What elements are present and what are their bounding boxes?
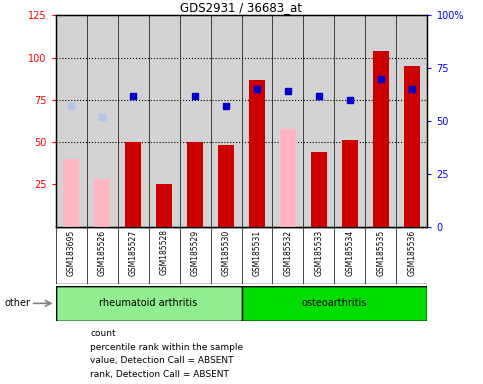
Bar: [404, 66, 420, 227]
Text: GSM185528: GSM185528: [159, 230, 169, 275]
Text: rank, Detection Call = ABSENT: rank, Detection Call = ABSENT: [90, 369, 229, 379]
Text: rheumatoid arthritis: rheumatoid arthritis: [99, 298, 198, 308]
Bar: [242, 286, 427, 321]
Bar: [280, 129, 296, 227]
Bar: [311, 152, 327, 227]
Text: GSM183695: GSM183695: [67, 230, 75, 276]
Text: value, Detection Call = ABSENT: value, Detection Call = ABSENT: [90, 356, 234, 365]
Text: GSM185530: GSM185530: [222, 230, 230, 276]
Text: GSM185534: GSM185534: [345, 230, 355, 276]
Text: GSM185529: GSM185529: [190, 230, 199, 276]
Text: count: count: [90, 329, 116, 338]
Bar: [218, 146, 234, 227]
Text: GSM185527: GSM185527: [128, 230, 138, 276]
Text: GSM185531: GSM185531: [253, 230, 261, 276]
Bar: [94, 179, 110, 227]
Bar: [156, 184, 172, 227]
Bar: [249, 79, 265, 227]
Text: osteoarthritis: osteoarthritis: [302, 298, 367, 308]
Text: GSM185533: GSM185533: [314, 230, 324, 276]
Bar: [63, 159, 79, 227]
Bar: [187, 142, 203, 227]
Text: GSM185535: GSM185535: [376, 230, 385, 276]
Text: other: other: [5, 298, 31, 308]
Title: GDS2931 / 36683_at: GDS2931 / 36683_at: [181, 1, 302, 14]
Text: GSM185532: GSM185532: [284, 230, 293, 276]
Bar: [125, 142, 141, 227]
Text: GSM185526: GSM185526: [98, 230, 107, 276]
Bar: [56, 286, 242, 321]
Text: percentile rank within the sample: percentile rank within the sample: [90, 343, 243, 352]
Bar: [342, 141, 358, 227]
Text: GSM185536: GSM185536: [408, 230, 416, 276]
Bar: [373, 51, 389, 227]
